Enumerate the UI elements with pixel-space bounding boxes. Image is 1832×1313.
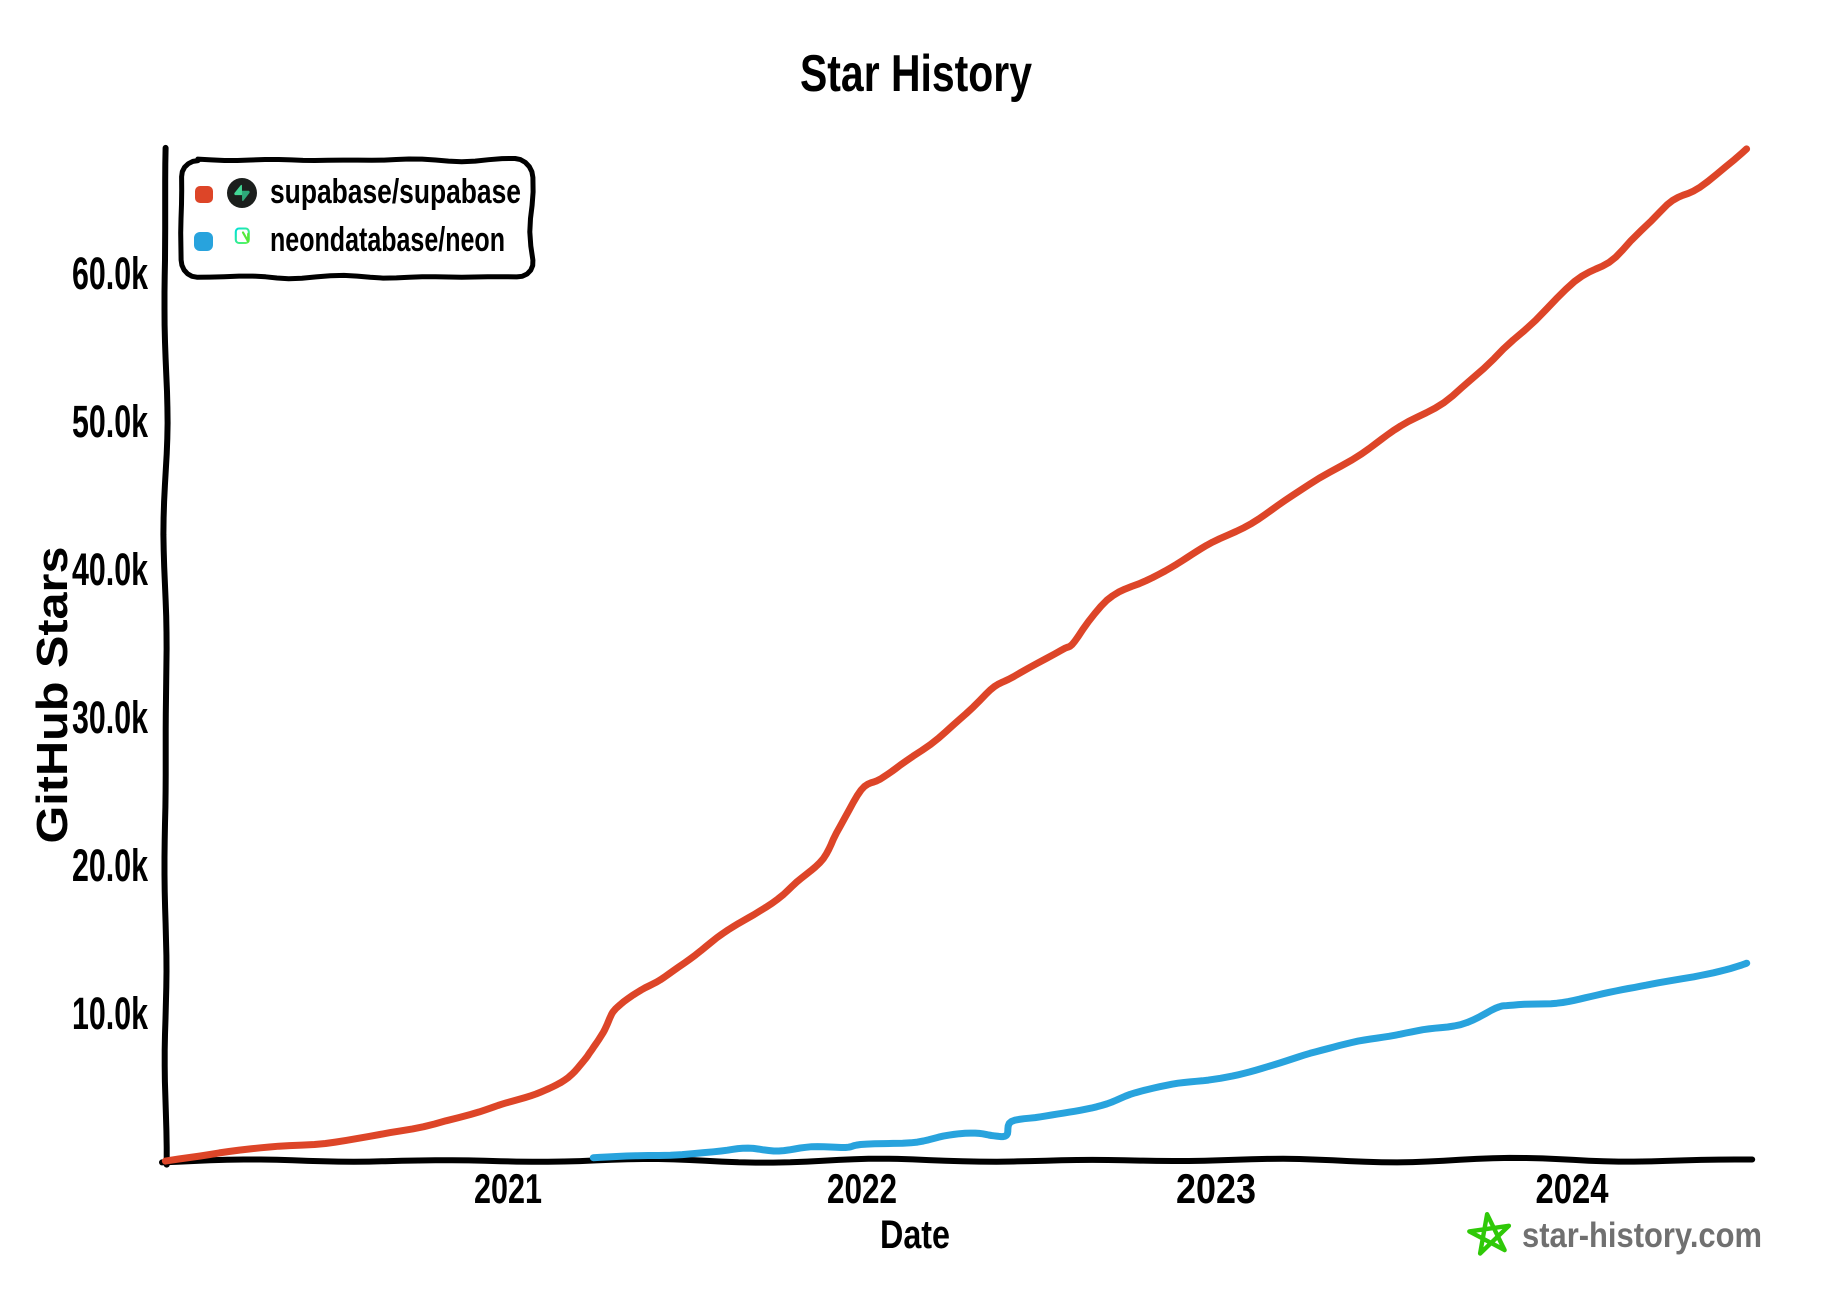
svg-text:20.0k: 20.0k (72, 840, 149, 891)
svg-text:supabase/supabase: supabase/supabase (270, 173, 521, 211)
svg-text:2023: 2023 (1176, 1165, 1256, 1212)
svg-text:star-history.com: star-history.com (1522, 1216, 1762, 1255)
svg-text:2021: 2021 (474, 1165, 542, 1212)
svg-text:10.0k: 10.0k (72, 988, 149, 1039)
svg-text:40.0k: 40.0k (72, 544, 149, 595)
svg-text:60.0k: 60.0k (72, 248, 149, 299)
svg-text:Date: Date (880, 1213, 950, 1257)
svg-text:30.0k: 30.0k (72, 692, 149, 743)
svg-text:2022: 2022 (827, 1165, 897, 1212)
svg-text:Star History: Star History (800, 45, 1032, 103)
svg-text:2024: 2024 (1536, 1165, 1609, 1212)
svg-text:50.0k: 50.0k (72, 396, 149, 447)
svg-text:GitHub Stars: GitHub Stars (28, 547, 77, 844)
svg-text:neondatabase/neon: neondatabase/neon (270, 221, 505, 259)
